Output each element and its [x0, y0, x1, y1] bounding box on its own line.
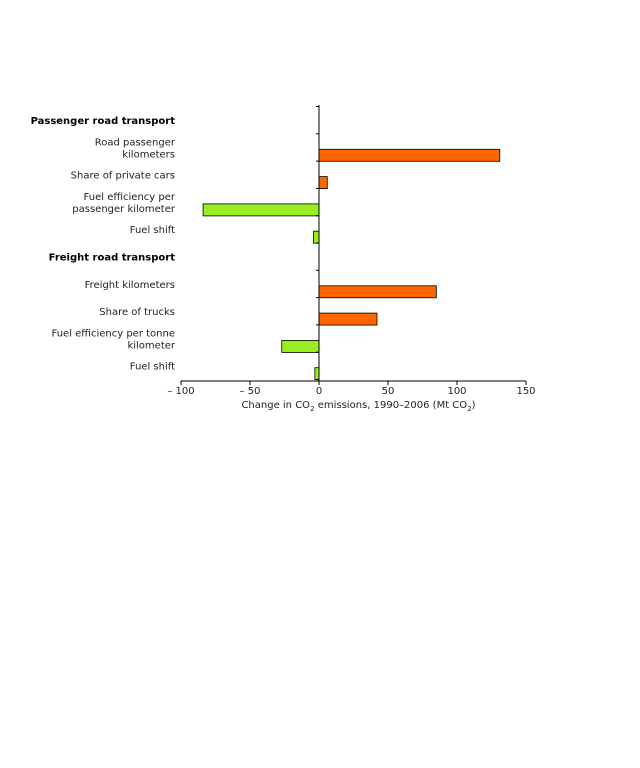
category-label-line: Fuel efficiency per tonne [52, 328, 176, 339]
category-label-line: Fuel shift [130, 362, 175, 373]
x-axis-tick-label: – 100 [167, 386, 194, 397]
category-label-line: kilometer [127, 340, 175, 351]
bars-layer [202, 148, 501, 381]
category-label: Fuel shift [130, 362, 175, 373]
category-label-line: Share of trucks [99, 307, 175, 318]
x-axis-tick-label: 150 [516, 386, 535, 397]
bar [281, 339, 320, 353]
x-axis-title-subscript-2: 2 [467, 405, 471, 413]
category-label: Fuel efficiency per tonne kilometer [52, 328, 176, 351]
category-label: Fuel efficiency per passenger kilometer [72, 192, 176, 215]
x-axis-tick-label: 100 [447, 386, 466, 397]
category-label-line: passenger kilometer [72, 204, 176, 215]
group-label: Passenger road transport [31, 116, 176, 127]
category-label: Fuel shift [130, 225, 175, 236]
category-label: Road passenger kilometers [95, 137, 176, 160]
x-axis-title-middle: emissions, 1990–2006 (Mt CO [315, 400, 468, 411]
x-axis-tick-label: 50 [382, 386, 395, 397]
x-axis-title-suffix: ) [472, 400, 476, 411]
x-axis-title-subscript-1: 2 [310, 405, 314, 413]
bar [318, 312, 378, 326]
category-label: Freight kilometers [85, 280, 175, 291]
category-label-line: Freight road transport [49, 253, 176, 264]
group-label: Freight road transport [49, 253, 176, 264]
category-label-line: Share of private cars [71, 171, 175, 182]
category-label-line: Passenger road transport [31, 116, 176, 127]
category-label: Share of private cars [71, 171, 175, 182]
category-label-line: Fuel shift [130, 225, 175, 236]
bar [313, 230, 320, 244]
category-label-line: kilometers [122, 149, 175, 160]
category-label: Share of trucks [99, 307, 175, 318]
bar [318, 285, 437, 299]
x-axis-tick-label: 0 [316, 386, 322, 397]
x-axis-title: Change in CO2 emissions, 1990–2006 (Mt C… [241, 400, 475, 413]
bar [314, 367, 320, 381]
category-label-line: Fuel efficiency per [84, 192, 176, 203]
category-label-line: Freight kilometers [85, 280, 175, 291]
x-axis-tick-label: – 50 [240, 386, 261, 397]
bar [318, 176, 328, 190]
bar [202, 203, 320, 217]
x-axis-ticks: – 100 – 50 0 50 100 150 [167, 381, 536, 397]
x-axis-title-prefix: Change in CO [241, 400, 310, 411]
bar [318, 148, 501, 162]
axes-layer [181, 105, 526, 382]
category-label-line: Road passenger [95, 137, 176, 148]
